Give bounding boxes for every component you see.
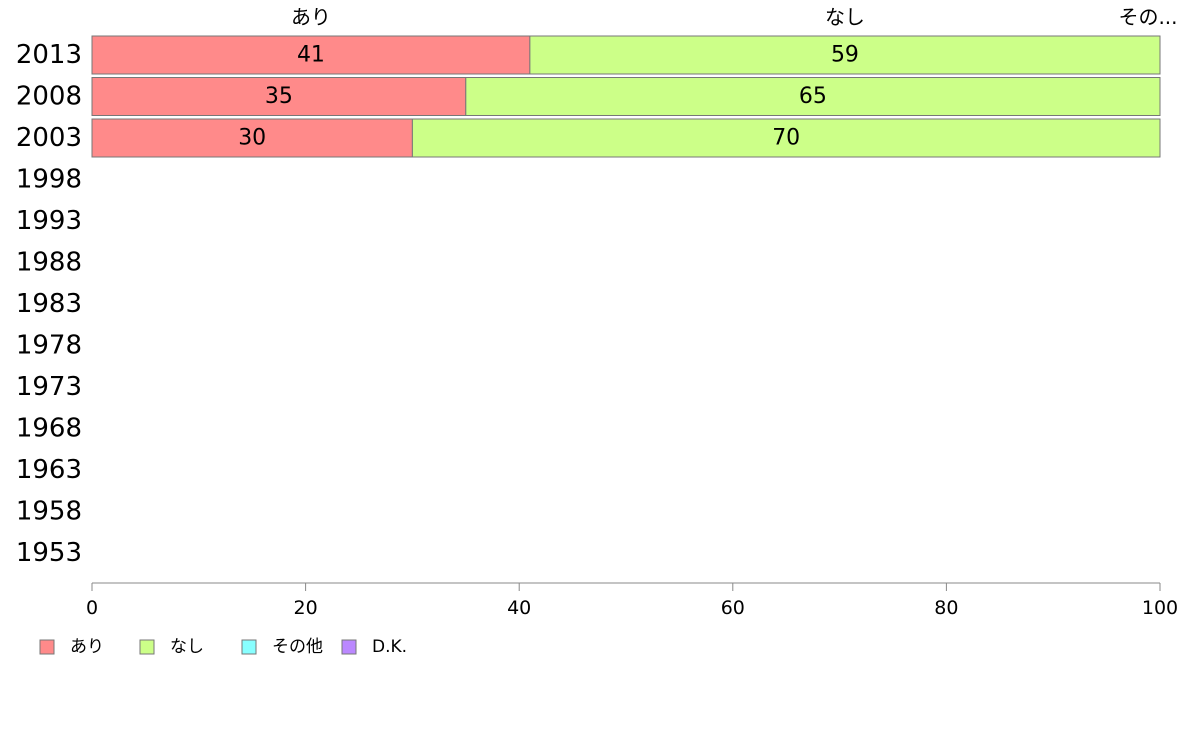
year-label-1993: 1993 xyxy=(16,206,82,236)
bar-2013-series-1 xyxy=(529,35,1161,75)
top-category-labels: あり なし その... xyxy=(291,5,1178,29)
top-label-1: なし xyxy=(825,5,865,29)
value-label-2003-series-1: 70 xyxy=(772,126,800,151)
legend-label-1: なし xyxy=(170,637,204,657)
top-label-2: その... xyxy=(1118,5,1177,29)
year-labels: 2013 2008 2003 1998 1993 1988 1983 1978 1973 1968… xyxy=(16,40,82,568)
legend-label-0: あり xyxy=(70,637,104,657)
year-label-1958: 1958 xyxy=(16,497,82,527)
year-label-1963: 1963 xyxy=(16,455,82,485)
x-tick-label-0: 0 xyxy=(86,597,98,619)
year-label-1983: 1983 xyxy=(16,289,82,319)
legend-swatch-0 xyxy=(39,639,55,655)
value-label-2008-series-0: 35 xyxy=(265,84,293,109)
year-label-1978: 1978 xyxy=(16,331,82,361)
x-axis: 0 20 40 60 80 100 xyxy=(86,582,1178,619)
x-tick-label-60: 60 xyxy=(721,597,745,619)
value-label-2013-series-1: 59 xyxy=(831,43,859,68)
year-label-1973: 1973 xyxy=(16,372,82,402)
legend: あり なし その他 D.K. xyxy=(39,637,407,657)
year-label-2008: 2008 xyxy=(16,82,82,112)
year-label-1998: 1998 xyxy=(16,165,82,195)
top-label-0: あり xyxy=(291,5,331,29)
year-label-1953: 1953 xyxy=(16,538,82,568)
bar-2008-series-1 xyxy=(465,77,1161,116)
value-label-2013-series-0: 41 xyxy=(297,43,325,68)
year-label-2013: 2013 xyxy=(16,40,82,70)
bar-2008-series-0 xyxy=(91,77,467,116)
legend-swatch-2 xyxy=(241,639,257,655)
bars: 41 59 35 65 30 70 xyxy=(91,35,1161,158)
value-label-2008-series-1: 65 xyxy=(799,84,827,109)
bar-2013-series-0 xyxy=(91,35,531,75)
year-label-1968: 1968 xyxy=(16,414,82,444)
legend-label-3: D.K. xyxy=(372,637,407,657)
legend-label-2: その他 xyxy=(272,637,323,657)
value-label-2003-series-0: 30 xyxy=(238,126,266,151)
legend-swatch-1 xyxy=(139,639,155,655)
bar-2003-series-1 xyxy=(411,118,1161,158)
x-tick-label-20: 20 xyxy=(294,597,318,619)
x-tick-label-100: 100 xyxy=(1142,597,1178,619)
x-tick-label-40: 40 xyxy=(507,597,531,619)
year-label-2003: 2003 xyxy=(16,123,82,153)
bar-2003-series-0 xyxy=(91,118,413,158)
x-tick-label-80: 80 xyxy=(934,597,958,619)
year-label-1988: 1988 xyxy=(16,248,82,278)
legend-swatch-3 xyxy=(341,639,357,655)
